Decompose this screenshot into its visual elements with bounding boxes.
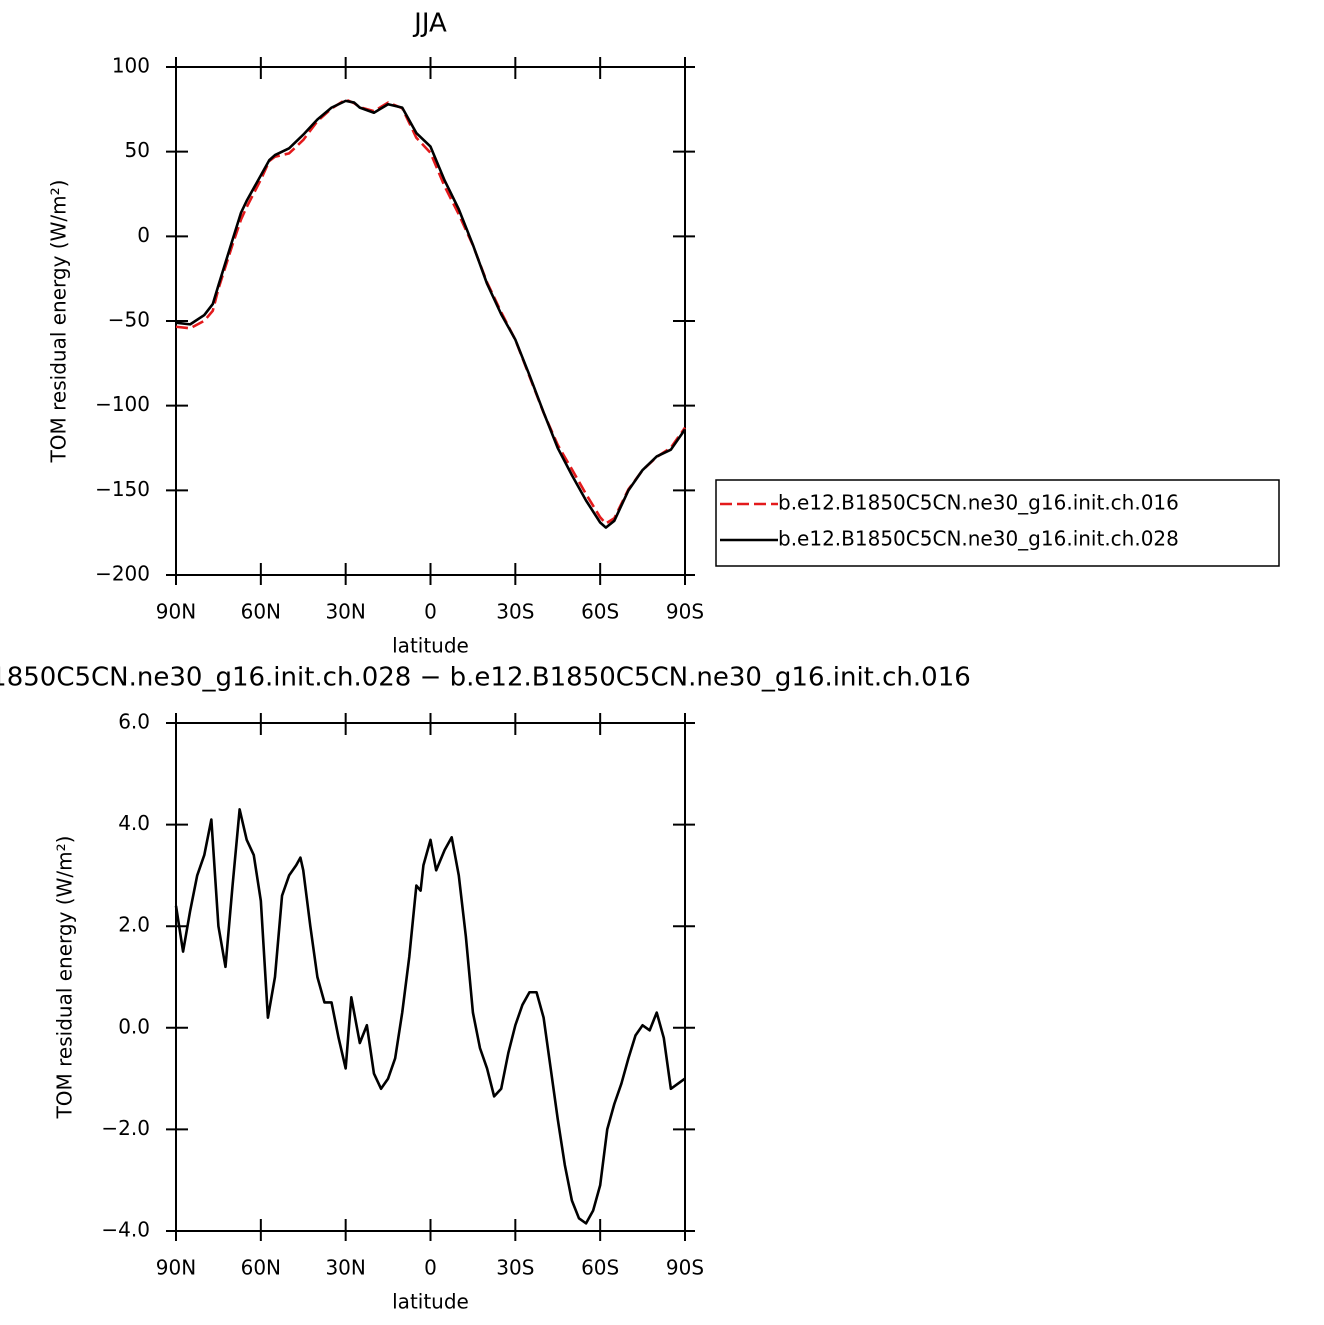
plot-frame xyxy=(175,66,686,576)
data-line xyxy=(175,99,687,529)
x-tick-label: 60N xyxy=(241,1256,281,1280)
y-tick-label: 4.0 xyxy=(118,811,150,835)
x-tick-label: 0 xyxy=(424,1256,437,1280)
x-tick-label: 60S xyxy=(581,1256,619,1280)
chart-title: JJA xyxy=(412,9,447,39)
chart-title: b.e12.B1850C5CN.ne30_g16.init.ch.028 − b… xyxy=(0,663,971,693)
data-line xyxy=(175,98,687,525)
y-tick-label: 50 xyxy=(125,138,150,162)
x-tick-label: 90N xyxy=(156,1256,196,1280)
y-tick-label: −200 xyxy=(95,562,150,586)
y-tick-label: 0.0 xyxy=(118,1014,150,1038)
y-axis-label: TOM residual energy (W/m²) xyxy=(47,180,71,464)
y-tick-label: 2.0 xyxy=(118,913,150,937)
x-tick-label: 30S xyxy=(496,600,534,624)
x-tick-label: 90N xyxy=(156,600,196,624)
y-tick-label: −150 xyxy=(95,477,150,501)
x-tick-label: 30S xyxy=(496,1256,534,1280)
y-tick-label: 6.0 xyxy=(118,710,150,734)
x-tick-label: 30N xyxy=(325,1256,365,1280)
x-tick-label: 30N xyxy=(325,600,365,624)
x-tick-label: 90S xyxy=(666,1256,704,1280)
legend-label: b.e12.B1850C5CN.ne30_g16.init.ch.016 xyxy=(778,491,1179,515)
x-axis-label: latitude xyxy=(392,1290,469,1314)
data-line xyxy=(174,808,686,1225)
y-tick-label: −50 xyxy=(108,308,150,332)
y-tick-label: 0 xyxy=(137,223,150,247)
y-tick-label: 100 xyxy=(112,54,150,78)
y-tick-label: −100 xyxy=(95,392,150,416)
plot-frame xyxy=(175,722,686,1232)
legend-label: b.e12.B1850C5CN.ne30_g16.init.ch.028 xyxy=(778,527,1179,551)
x-tick-label: 60N xyxy=(241,600,281,624)
x-tick-label: 90S xyxy=(666,600,704,624)
x-axis-label: latitude xyxy=(392,634,469,658)
y-axis-label: TOM residual energy (W/m²) xyxy=(53,836,77,1120)
y-tick-label: −2.0 xyxy=(101,1116,150,1140)
legend-box xyxy=(715,479,1280,567)
x-tick-label: 60S xyxy=(581,600,619,624)
y-tick-label: −4.0 xyxy=(101,1218,150,1242)
x-tick-label: 0 xyxy=(424,600,437,624)
